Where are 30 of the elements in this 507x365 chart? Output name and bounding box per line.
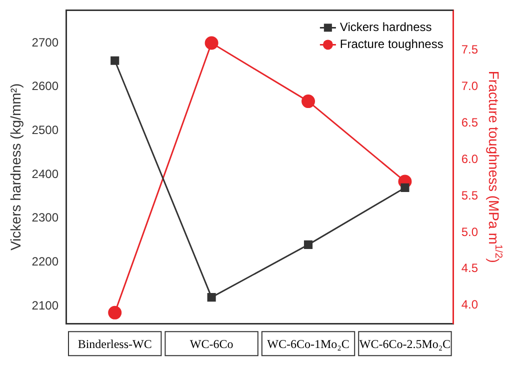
y-axis-title: Vickers hardness (kg/mm²) (7, 83, 24, 250)
point (302, 94, 316, 108)
y2-tick-label: 5.5 (461, 188, 478, 202)
y-tick-label: 2100 (32, 298, 59, 312)
y2-tick-label: 4.0 (461, 298, 478, 312)
x-tick-label: WC-6Co (190, 336, 234, 351)
y2-tick-label: 7.5 (461, 42, 478, 57)
y-tick-label: 2200 (32, 254, 59, 269)
y-tick-label: 2700 (32, 35, 59, 50)
point (110, 56, 120, 65)
y-tick-label: 2300 (32, 210, 59, 225)
point (400, 183, 410, 192)
y-tick-label: 2400 (32, 166, 59, 181)
point (304, 240, 313, 249)
y-tick-label: 2500 (32, 123, 59, 138)
point (207, 293, 216, 302)
y2-tick-label: 5.0 (461, 224, 478, 239)
x-tick-label: WC-6Co-2.5Mo₂C (359, 336, 451, 351)
y2-tick-label: 6.0 (461, 152, 478, 166)
y2-tick-label: 6.5 (461, 115, 478, 130)
x-tick-label: WC-6Co-1Mo₂C (267, 336, 350, 351)
point (204, 36, 218, 50)
legend-label: Vickers hardness (340, 20, 432, 34)
y2-tick-label: 7.0 (461, 79, 478, 94)
y2-tick-label: 4.5 (461, 261, 478, 276)
y-tick-label: 2600 (32, 79, 59, 94)
legend-label: Fracture toughness (340, 37, 444, 52)
x-tick-label: Binderless-WC (78, 336, 152, 351)
point (108, 306, 122, 320)
y2-axis-title: Fracture toughness (MPa m1/2) (486, 70, 504, 263)
